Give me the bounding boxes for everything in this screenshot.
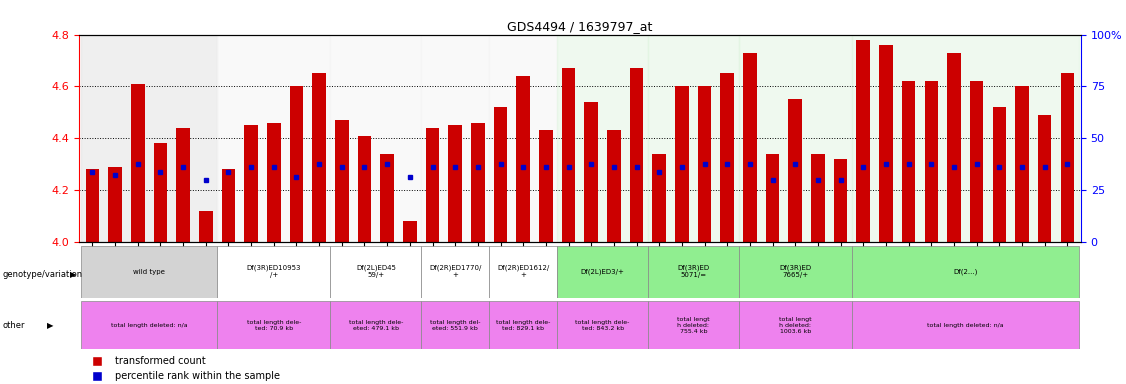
Bar <box>852 35 1079 242</box>
Bar <box>81 35 217 242</box>
Bar <box>421 246 489 298</box>
Bar <box>86 169 99 242</box>
Bar <box>721 73 734 242</box>
Bar <box>131 84 144 242</box>
Bar <box>381 154 394 242</box>
Bar <box>517 76 530 242</box>
Bar <box>557 301 647 349</box>
Bar <box>743 53 757 242</box>
Text: other: other <box>2 321 25 330</box>
Bar <box>426 128 439 242</box>
Bar <box>489 35 557 242</box>
Bar <box>676 86 689 242</box>
Text: genotype/variation: genotype/variation <box>2 270 82 279</box>
Text: Df(2...): Df(2...) <box>953 268 977 275</box>
Bar <box>267 123 280 242</box>
Legend: transformed count, percentile rank within the sample: transformed count, percentile rank withi… <box>83 353 284 384</box>
Text: Df(2R)ED1612/
+: Df(2R)ED1612/ + <box>497 265 549 278</box>
Bar <box>647 301 739 349</box>
Bar <box>857 40 870 242</box>
Bar <box>607 131 620 242</box>
Bar <box>222 169 235 242</box>
Bar <box>1016 86 1029 242</box>
Bar <box>421 301 489 349</box>
Bar <box>652 154 667 242</box>
Text: total length dele-
ted: 70.9 kb: total length dele- ted: 70.9 kb <box>247 320 301 331</box>
Bar <box>834 159 848 242</box>
Bar <box>788 99 802 242</box>
Bar <box>493 107 508 242</box>
Bar <box>421 35 489 242</box>
Bar <box>1061 73 1074 242</box>
Text: ▶: ▶ <box>47 321 54 330</box>
Bar <box>177 128 190 242</box>
Text: total lengt
h deleted:
1003.6 kb: total lengt h deleted: 1003.6 kb <box>779 317 812 334</box>
Text: Df(3R)ED
5071/=: Df(3R)ED 5071/= <box>677 265 709 278</box>
Bar <box>289 86 303 242</box>
Bar <box>312 73 325 242</box>
Bar <box>471 123 484 242</box>
Bar <box>403 221 417 242</box>
Bar <box>647 35 739 242</box>
Text: Df(3R)ED
7665/+: Df(3R)ED 7665/+ <box>779 265 812 278</box>
Bar <box>199 211 213 242</box>
Bar <box>629 68 643 242</box>
Text: total length deleted: n/a: total length deleted: n/a <box>927 323 1003 328</box>
Bar <box>739 35 852 242</box>
Bar <box>557 35 647 242</box>
Bar <box>81 246 217 298</box>
Text: Df(2L)ED45
59/+: Df(2L)ED45 59/+ <box>356 265 395 278</box>
Bar <box>698 86 712 242</box>
Bar <box>969 81 983 242</box>
Bar <box>557 246 647 298</box>
Bar <box>647 246 739 298</box>
Bar <box>217 246 331 298</box>
Bar <box>217 35 331 242</box>
Bar <box>539 131 553 242</box>
Text: total length del-
eted: 551.9 kb: total length del- eted: 551.9 kb <box>430 320 481 331</box>
Bar <box>739 301 852 349</box>
Bar <box>331 301 421 349</box>
Bar <box>217 301 331 349</box>
Bar <box>992 107 1007 242</box>
Bar <box>879 45 893 242</box>
Text: Df(2R)ED1770/
+: Df(2R)ED1770/ + <box>429 265 482 278</box>
Bar <box>584 102 598 242</box>
Bar <box>331 35 421 242</box>
Bar <box>244 125 258 242</box>
Bar <box>81 301 217 349</box>
Bar <box>811 154 824 242</box>
Bar <box>153 144 168 242</box>
Text: wild type: wild type <box>133 269 166 275</box>
Bar <box>336 120 349 242</box>
Text: Df(2L)ED3/+: Df(2L)ED3/+ <box>581 268 625 275</box>
Bar <box>562 68 575 242</box>
Bar <box>448 125 462 242</box>
Bar <box>489 301 557 349</box>
Text: total length deleted: n/a: total length deleted: n/a <box>110 323 187 328</box>
Bar <box>852 301 1079 349</box>
Title: GDS4494 / 1639797_at: GDS4494 / 1639797_at <box>507 20 653 33</box>
Bar <box>852 246 1079 298</box>
Bar <box>902 81 915 242</box>
Text: total length dele-
ted: 829.1 kb: total length dele- ted: 829.1 kb <box>497 320 551 331</box>
Text: total lengt
h deleted:
755.4 kb: total lengt h deleted: 755.4 kb <box>677 317 709 334</box>
Text: Df(3R)ED10953
/+: Df(3R)ED10953 /+ <box>247 265 301 278</box>
Bar <box>108 167 122 242</box>
Bar <box>1038 115 1052 242</box>
Bar <box>947 53 960 242</box>
Text: ▶: ▶ <box>70 270 77 279</box>
Bar <box>739 246 852 298</box>
Bar <box>766 154 779 242</box>
Bar <box>358 136 372 242</box>
Bar <box>331 246 421 298</box>
Bar <box>489 246 557 298</box>
Bar <box>924 81 938 242</box>
Text: total length dele-
eted: 479.1 kb: total length dele- eted: 479.1 kb <box>349 320 403 331</box>
Text: total length dele-
ted: 843.2 kb: total length dele- ted: 843.2 kb <box>575 320 629 331</box>
